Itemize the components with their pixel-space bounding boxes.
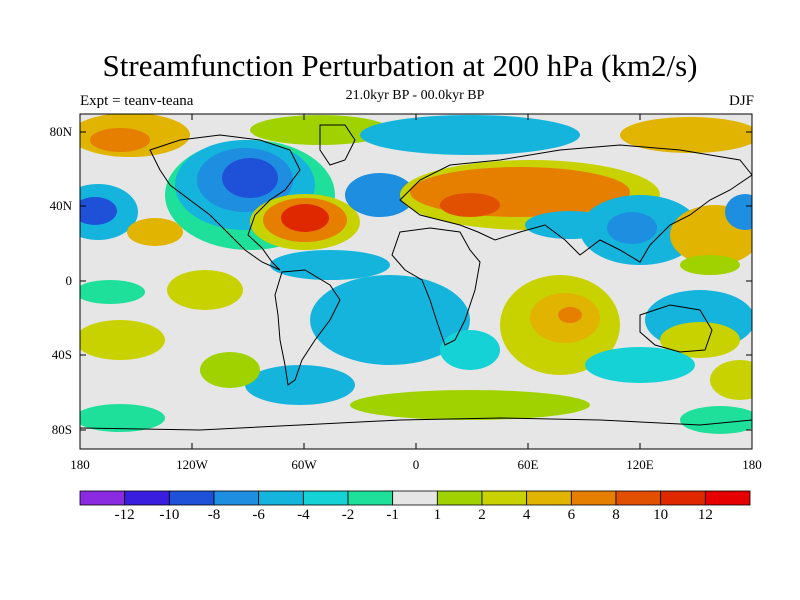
contour-patch [725,194,752,230]
coastline-antarctica [80,417,752,431]
colorbar-label: 6 [567,507,576,523]
season-label: DJF [728,93,754,109]
contour-patch [585,347,695,383]
coastline-north-america [149,134,301,271]
colorbar-label: -4 [297,507,310,523]
contour-patch [80,197,117,225]
contour-patch [222,158,278,198]
colorbar-swatch [302,490,349,506]
contour-patch [360,115,580,155]
coastline-eurasia [399,144,752,263]
lon-label-0: 0 [412,457,420,472]
lon-label-120w: 120W [176,457,208,472]
contour-patch [680,255,740,275]
colorbar-swatch [436,490,483,506]
contour-patch [607,212,657,244]
contour-patch [350,390,590,420]
lon-label-180w: 180 [70,457,90,472]
colorbar-swatch [615,490,662,506]
colorbar-swatch [526,490,572,506]
colorbar-swatch [347,490,394,506]
colorbar-label: -1 [386,507,399,523]
coastline-greenland [319,124,356,166]
contour-patch [345,173,415,217]
axis-ticks [80,114,752,449]
contour-patch [558,307,582,323]
colorbar-swatch [704,490,751,506]
contour-patch [80,280,145,304]
colorbar-swatch [79,490,126,506]
colorbar-label: -10 [159,507,180,523]
contour-patch [680,406,752,434]
contour-patch [200,352,260,388]
contour-patch [80,320,165,360]
colorbar-swatch [481,490,528,506]
colorbar-label: 12 [697,507,713,523]
colorbar-label: -6 [252,507,265,523]
contour-patch [80,404,165,432]
contour-patch [710,360,752,400]
colorbar-swatch [570,490,617,506]
lon-label-60w: 60W [291,457,317,472]
colorbar-label: -12 [114,507,135,523]
contour-patch [660,322,740,358]
colorbar-label: 8 [612,507,620,523]
lon-label-180e: 180 [742,457,762,472]
coastline-australia [639,304,713,353]
contour-patch [281,204,329,232]
lon-label-120e: 120E [626,457,654,472]
coastline-africa [391,227,481,346]
colorbar-label: 2 [478,507,486,523]
contour-patch [167,270,243,310]
lat-label-40n: 40N [49,198,72,213]
lat-label-80s: 80S [51,422,72,437]
contour-patch [620,117,752,153]
colorbar-label: 1 [433,507,442,523]
contour-patch [440,193,500,217]
colorbar-swatch [124,490,170,506]
lat-label-80n: 80N [49,124,72,139]
coastline-south-america [274,269,341,386]
colorbar-swatch [392,490,438,506]
chart-subtitle: 21.0kyr BP - 00.0kyr BP [345,88,485,103]
colorbar-label: -8 [207,507,221,523]
lat-label-0: 0 [65,273,73,288]
colorbar-swatch [258,490,304,506]
colorbar [79,490,751,506]
contour-patch [440,330,500,370]
colorbar-swatch [168,490,215,506]
contour-patch [90,128,150,152]
colorbar-swatch [213,490,260,506]
colorbar-label: 4 [522,507,531,523]
contour-patch [127,218,183,246]
lon-label-60e: 60E [517,457,539,472]
coastlines [80,124,752,431]
colorbar-label: -2 [341,507,355,523]
lat-label-40s: 40S [51,347,72,362]
contour-patch [245,365,355,405]
colorbar-label: 10 [653,507,669,523]
chart-title: Streamfunction Perturbation at 200 hPa (… [102,48,698,83]
experiment-label: Expt = teanv-teana [80,93,194,109]
contour-patch [310,275,470,365]
colorbar-swatch [660,490,706,506]
contour-patch [270,250,390,280]
